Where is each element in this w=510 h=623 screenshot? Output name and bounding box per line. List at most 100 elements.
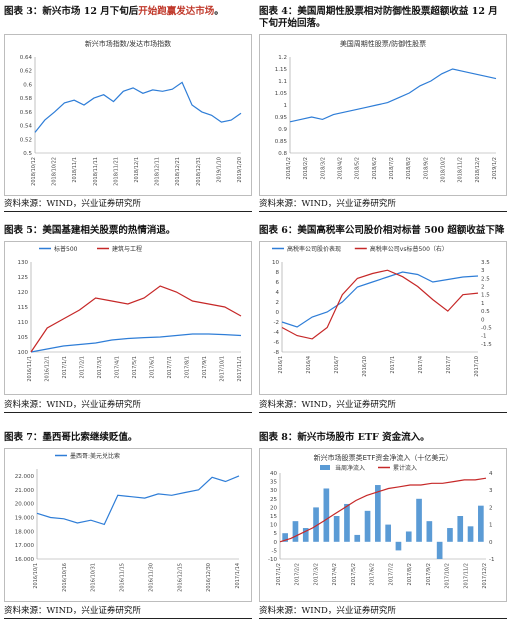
y2-tick-label: 0: [489, 540, 493, 546]
x-tick-label: 2017/8/2: [407, 563, 413, 585]
legend-label: 建筑与工程: [112, 245, 142, 253]
x-tick-label: 2018/2/2: [303, 157, 309, 179]
y-tick-label: 40: [270, 471, 277, 477]
y-tick-label: 1.05: [275, 91, 288, 97]
y-tick-label: 0.6: [23, 82, 32, 88]
y-tick-label: 115: [18, 305, 29, 311]
x-tick-label: 2018/11/1: [72, 157, 78, 183]
bar: [302, 528, 309, 542]
y-tick-label: 0.95: [275, 115, 288, 121]
divider: [4, 211, 252, 212]
legend-label: 标普500: [54, 245, 78, 253]
y2-tick-label: 3: [489, 488, 493, 494]
x-tick-label: 2019/1/10: [216, 157, 222, 183]
bar: [395, 541, 402, 551]
x-tick-label: 2017/1/2: [276, 563, 282, 585]
x-tick-label: 2017/6/2: [370, 563, 376, 585]
y-tick-label: 0.58: [20, 96, 33, 102]
figure-title: 图表 8：新兴市场股市 ETF 资金流入。: [259, 432, 507, 444]
title-text: 图表 6：美国高税率公司股价相对标普 500 超额收益下降: [259, 225, 505, 236]
y2-tick-label: 1: [481, 301, 485, 307]
x-tick-label: 2016/11/15: [120, 563, 126, 592]
figure-title: 图表 5：美国基建相关股票的热情消退。: [4, 225, 252, 237]
series-line: [30, 333, 242, 353]
title-suffix: 。: [214, 6, 224, 17]
source-note: 资料来源：WIND，兴业证券研究所: [259, 199, 396, 209]
y-tick-label: 4: [276, 290, 280, 296]
series-line: [279, 477, 487, 543]
x-tick-label: 2018/7/2: [389, 157, 395, 179]
x-tick-label: 2016/12/1: [45, 356, 51, 382]
bar: [467, 526, 474, 542]
chart-box: 新兴市场股票类ETF资金净流入（十亿美元） 当周净流入 累计流入 -10 -5 0 5 10 1…: [259, 448, 507, 602]
y-tick-label: 1.15: [275, 67, 288, 73]
chart-title: 新兴市场指数/发达市场指数: [85, 39, 171, 48]
y-tick-label: 105: [18, 335, 29, 341]
bar: [344, 503, 350, 542]
y-tick-label: 125: [18, 275, 29, 281]
x-tick-label: 2018/10/22: [52, 157, 58, 186]
x-tick-label: 2016/1: [278, 356, 284, 374]
chart-title: 新兴市场股票类ETF资金净流入（十亿美元）: [314, 453, 453, 462]
x-tick-label: 2017/4: [418, 356, 424, 374]
x-tick-label: 2017/10: [474, 356, 480, 377]
x-tick-label: 2016/11/1: [27, 356, 33, 382]
x-tick-label: 2016/7: [334, 356, 340, 374]
y-tick-label: 35: [270, 480, 277, 486]
x-tick-label: 2017/1/14: [235, 563, 241, 589]
bar: [447, 528, 453, 542]
x-tick-label: 2017/5/1: [132, 356, 138, 378]
bar: [478, 505, 484, 542]
y-tick-label: 120: [18, 290, 29, 296]
x-tick-label: 2016/11/30: [148, 563, 154, 592]
y2-tick-label: 3: [481, 268, 485, 274]
y2-tick-label: -0.5: [481, 325, 492, 331]
figure-title: 图表 3：新兴市场 12 月下旬后开始跑赢发达市场。: [4, 6, 252, 18]
divider: [4, 412, 252, 413]
chart-box: 新兴市场指数/发达市场指数 0.5 0.52 0.54 0.56 0.58 0.6 0.62 0…: [4, 34, 252, 196]
x-tick-label: 2018/11/11: [93, 157, 99, 186]
y-tick-label: 1: [284, 103, 288, 109]
y-tick-label: 100: [18, 350, 29, 356]
legend-label: 累计流入: [393, 464, 417, 472]
y-tick-label: -5: [272, 548, 278, 554]
y2-tick-label: -1.5: [481, 342, 492, 348]
y-tick-label: 110: [18, 320, 29, 326]
bar: [405, 531, 412, 542]
x-tick-label: 2018/12/31: [196, 157, 202, 186]
x-tick-label: 2018/5/2: [355, 157, 361, 179]
x-tick-label: 2017/3/2: [313, 563, 319, 585]
bar: [416, 498, 422, 542]
bar: [292, 521, 299, 542]
x-tick-label: 2017/4/1: [115, 356, 121, 378]
title-suffix: 。: [316, 18, 326, 29]
legend-label: 墨西哥:美元兑比索: [70, 452, 120, 460]
bar: [385, 524, 391, 542]
title-suffix: 。: [165, 225, 176, 236]
x-tick-label: 2018/10/12: [31, 157, 37, 186]
x-tick-label: 2016/12/30: [206, 563, 212, 592]
y2-tick-label: 0: [481, 317, 485, 323]
legend-label: 高税率公司股价表现: [287, 245, 341, 253]
y-tick-label: 10: [270, 523, 277, 529]
title-text: 图表 5：美国基建相关股票的热情消退: [4, 225, 166, 236]
source-note: 资料来源：WIND，兴业证券研究所: [4, 400, 141, 410]
y-tick-label: 0.9: [278, 127, 287, 133]
bar: [282, 533, 288, 542]
y-tick-label: 0.5: [23, 151, 32, 157]
bar: [436, 541, 443, 559]
bar: [313, 507, 319, 542]
x-tick-label: 2017/10/2: [445, 563, 451, 589]
legend-label: 高税率公司vs标普500（右）: [370, 245, 448, 253]
figure-title: 图表 4：美国周期性股票相对防御性股票超额收益 12 月下旬开始回落。: [259, 6, 507, 30]
series-line: [281, 269, 479, 340]
source-note: 资料来源：WIND，兴业证券研究所: [4, 199, 141, 209]
bar: [426, 521, 433, 542]
y-tick-label: -10: [268, 557, 277, 563]
title-suffix: 。: [127, 432, 138, 443]
chart-svg: 新兴市场指数/发达市场指数 0.5 0.52 0.54 0.56 0.58 0.6 0.62 0…: [20, 39, 243, 186]
y-tick-label: 1.1: [278, 79, 287, 85]
x-tick-label: 2018/12/1: [134, 157, 140, 183]
y-tick-label: 0.8: [278, 151, 287, 157]
y2-tick-label: 2.5: [481, 276, 490, 282]
